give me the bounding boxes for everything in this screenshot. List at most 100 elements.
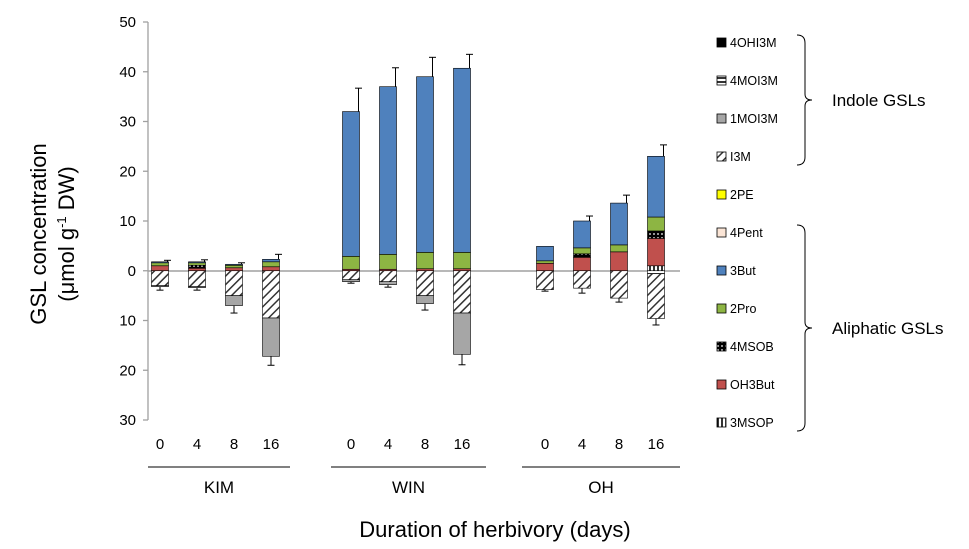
legend: 4OHI3M 4MOI3M 1MOI3M I3M 2PE 4Pent 3But 2Pro 4MS… [716, 36, 778, 430]
bar-segment-i3m [379, 270, 397, 282]
bar-segment-3but [225, 263, 243, 266]
bar-segment-2pro [416, 252, 434, 270]
x-categories: 0 4 8 16 0 4 8 16 0 4 8 16 KIM WIN OH [148, 436, 680, 497]
bar-segment-2pro [647, 216, 665, 232]
legend-brackets: Indole GSLs Aliphatic GSLs [796, 34, 944, 432]
x-tick-label-day: 8 [421, 436, 429, 453]
bar-segment-2pro [188, 262, 206, 266]
x-tick-label-day: 8 [615, 436, 623, 453]
bracket-label: Indole GSLs [832, 91, 926, 110]
legend-swatch-oh3but [716, 379, 727, 390]
legend-swatch-2pro [716, 303, 727, 314]
x-tick-label-day: 8 [230, 436, 238, 453]
bar-segment-2pro [225, 264, 243, 269]
y-tick-label: 10 [119, 313, 136, 330]
svg-text:GSL concentration: GSL concentration [26, 143, 51, 324]
y-tick-label: 20 [119, 163, 136, 180]
svg-text:(μmol g-1 DW): (μmol g-1 DW) [54, 166, 79, 301]
bar-segment-i3m [188, 270, 206, 287]
bar-segment-3but [262, 259, 280, 263]
bar-segment-4msob [188, 264, 206, 269]
y-tick-label: 50 [119, 14, 136, 31]
bar-segment-1moi3m [262, 317, 280, 357]
x-tick-label-day: 4 [193, 436, 201, 453]
legend-bracket [796, 224, 813, 432]
y-tick-label: 30 [119, 114, 136, 131]
bar-segment-i3m [262, 270, 280, 319]
bar-segment-i3m [225, 270, 243, 296]
y-axis-title: GSL concentration (μmol g-1 DW) [26, 143, 79, 324]
bar-segment-3but [188, 261, 206, 264]
bar-segment-i3m [342, 270, 360, 281]
x-tick-label-day: 16 [263, 436, 280, 453]
bar-segment-4msob [573, 253, 591, 258]
bar-segment-oh3but [610, 251, 628, 272]
bar-segment-i3m [610, 270, 628, 299]
bar-segment-oh3but [188, 267, 206, 272]
bar-segment-2pro [151, 262, 169, 267]
legend-label-i3m: I3M [730, 150, 751, 164]
legend-label-4moi3m: 4MOI3M [730, 74, 778, 88]
y-tick-label: 40 [119, 64, 136, 81]
legend-swatch-3but [716, 265, 727, 276]
legend-label-oh3but: OH3But [730, 378, 775, 392]
bar-segment-3but [379, 86, 397, 255]
legend-swatch-i3m [716, 151, 727, 162]
bar-segment-4moi3m [647, 270, 665, 275]
bar-segment-oh3but [573, 257, 591, 272]
bar-segment-i3m [573, 270, 591, 289]
x-tick-label-day: 4 [384, 436, 392, 453]
legend-label-2pro: 2Pro [730, 302, 756, 316]
bar-segment-2pro [342, 256, 360, 270]
group-label-oh: OH [588, 478, 614, 497]
x-tick-label-day: 4 [578, 436, 586, 453]
x-tick-label-day: 0 [156, 436, 164, 453]
y-axis-title-line1: GSL concentration [26, 143, 51, 324]
y-axis-title-line2: (μmol g [54, 228, 79, 302]
legend-label-2pe: 2PE [730, 188, 754, 202]
bar-segment-oh3but [262, 266, 280, 272]
bar-segment-1moi3m [379, 281, 397, 285]
bar-segment-i3m [536, 270, 554, 290]
legend-swatch-4ohi3m [716, 37, 727, 48]
y-tick-label: 0 [128, 263, 136, 280]
x-axis-title: Duration of herbivory (days) [359, 517, 630, 542]
bar-segment-i3m [416, 270, 434, 296]
error-bars-layer [156, 53, 667, 366]
legend-label-4pent: 4Pent [730, 226, 763, 240]
bar-segment-oh3but [151, 265, 169, 272]
legend-bracket [796, 34, 813, 166]
y-axis: 50 40 30 20 10 0 10 20 30 [119, 14, 149, 429]
bar-segment-2pro [536, 260, 554, 264]
bar-segment-2pro [610, 244, 628, 253]
legend-swatch-1moi3m [716, 113, 727, 124]
bar-segment-3msop [647, 265, 665, 272]
legend-swatch-4moi3m [716, 75, 727, 86]
legend-swatch-4msob [716, 341, 727, 352]
bar-segment-3but [453, 67, 471, 253]
bar-segment-1moi3m [453, 312, 471, 355]
bar-segment-3but [610, 202, 628, 246]
bar-segment-3but [342, 111, 360, 257]
x-tick-label-day: 0 [347, 436, 355, 453]
bar-segment-1moi3m [188, 286, 206, 288]
legend-label-3msop: 3MSOP [730, 416, 774, 430]
bar-segment-2pro [453, 252, 471, 270]
group-label-win: WIN [392, 478, 425, 497]
bar-segment-3but [416, 76, 434, 253]
group-label-kim: KIM [204, 478, 234, 497]
bar-segment-3but [647, 156, 665, 218]
legend-swatch-2pe [716, 189, 727, 200]
bar-segment-1moi3m [225, 295, 243, 306]
y-tick-label: 10 [119, 213, 136, 230]
legend-label-3but: 3But [730, 264, 756, 278]
bar-segment-2pro [262, 261, 280, 268]
bar-segment-1moi3m [416, 295, 434, 304]
x-tick-label-day: 16 [454, 436, 471, 453]
bars-layer [151, 67, 665, 357]
bar-segment-i3m [647, 273, 665, 319]
y-axis-title-line2-end: DW) [54, 166, 79, 216]
x-tick-label-day: 16 [648, 436, 665, 453]
legend-label-1moi3m: 1MOI3M [730, 112, 778, 126]
